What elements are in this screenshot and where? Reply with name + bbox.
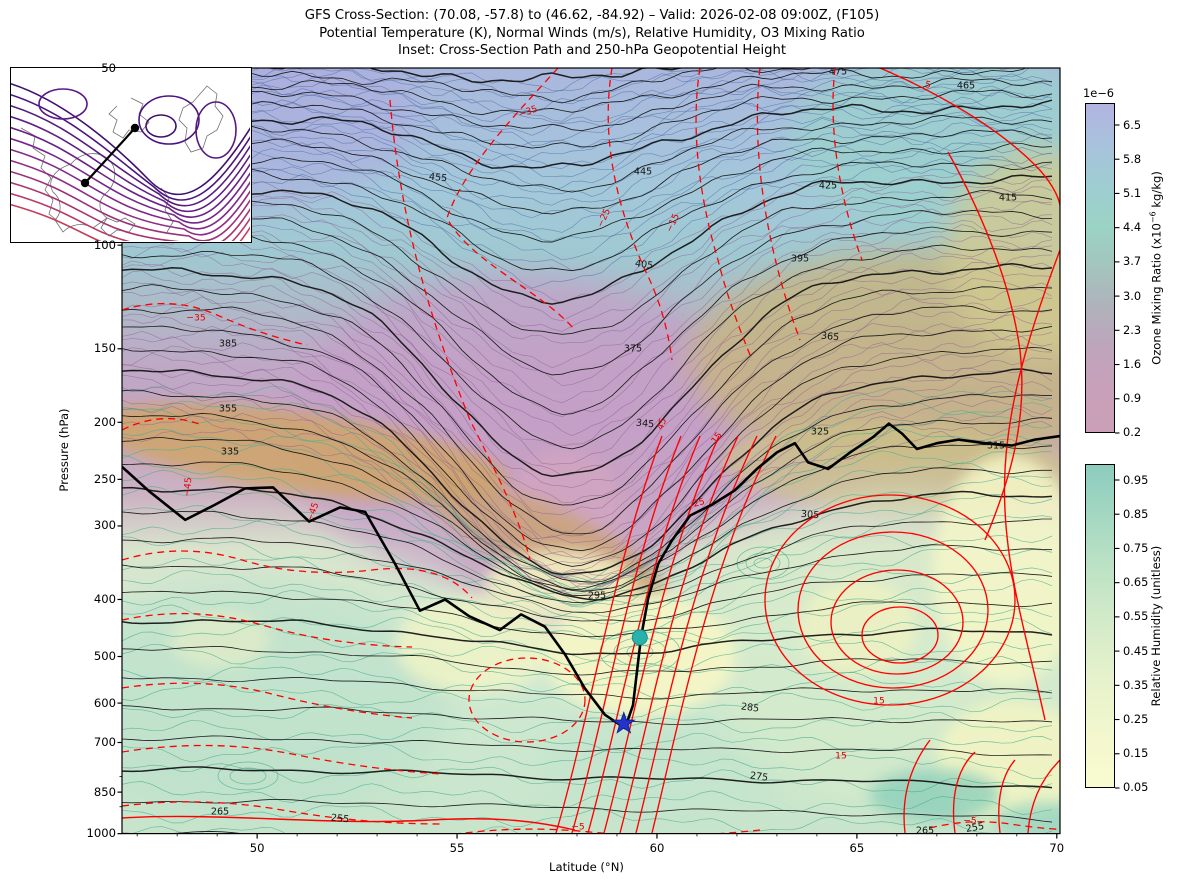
waypoint-circle-marker (631, 629, 648, 646)
rh-colorbar (1085, 464, 1115, 788)
chart-title: GFS Cross-Section: (70.08, -57.8) to (46… (122, 7, 1062, 60)
inset-height-contour (4, 114, 260, 213)
inset-height-contour (4, 103, 260, 207)
ozone-colorbar (1085, 103, 1115, 433)
inset-coastline (108, 97, 150, 139)
wind-contours (122, 68, 1060, 834)
inset-coastline (160, 187, 174, 233)
title-line-2: Potential Temperature (K), Normal Winds … (319, 25, 865, 41)
title-line-1: GFS Cross-Section: (70.08, -57.8) to (46… (304, 8, 880, 23)
inset-height-contour (38, 88, 88, 120)
ozone-colorbar-offset: 1e−6 (1083, 86, 1115, 100)
inset-map-canvas (4, 81, 260, 260)
rh-contours (122, 385, 1053, 834)
inset-height-contour (4, 180, 260, 248)
tropopause-line (122, 422, 1060, 734)
inset-height-contour (138, 95, 200, 145)
shading-field (122, 68, 1060, 834)
inset-height-contour (145, 114, 177, 138)
inset-height-contour (4, 125, 260, 219)
x-axis-label: Latitude (°N) (549, 860, 624, 874)
inset-height-contour (4, 169, 260, 242)
inset-height-contour (4, 158, 260, 236)
inset-path-endpoint (80, 178, 90, 188)
inset-section-path (84, 127, 136, 184)
inset-height-contour (4, 92, 260, 201)
inset-height-contour (195, 101, 237, 159)
plot-border (121, 67, 1061, 835)
inset-path-endpoint (130, 123, 140, 133)
inset-height-contour (4, 81, 260, 196)
inset-height-contour (4, 147, 260, 230)
inset-coastline (178, 85, 224, 153)
title-line-3: Inset: Cross-Section Path and 250-hPa Ge… (397, 43, 787, 59)
waypoint-star-marker (611, 711, 636, 734)
inset-height-contour (4, 136, 260, 224)
inset-map (4, 67, 260, 260)
